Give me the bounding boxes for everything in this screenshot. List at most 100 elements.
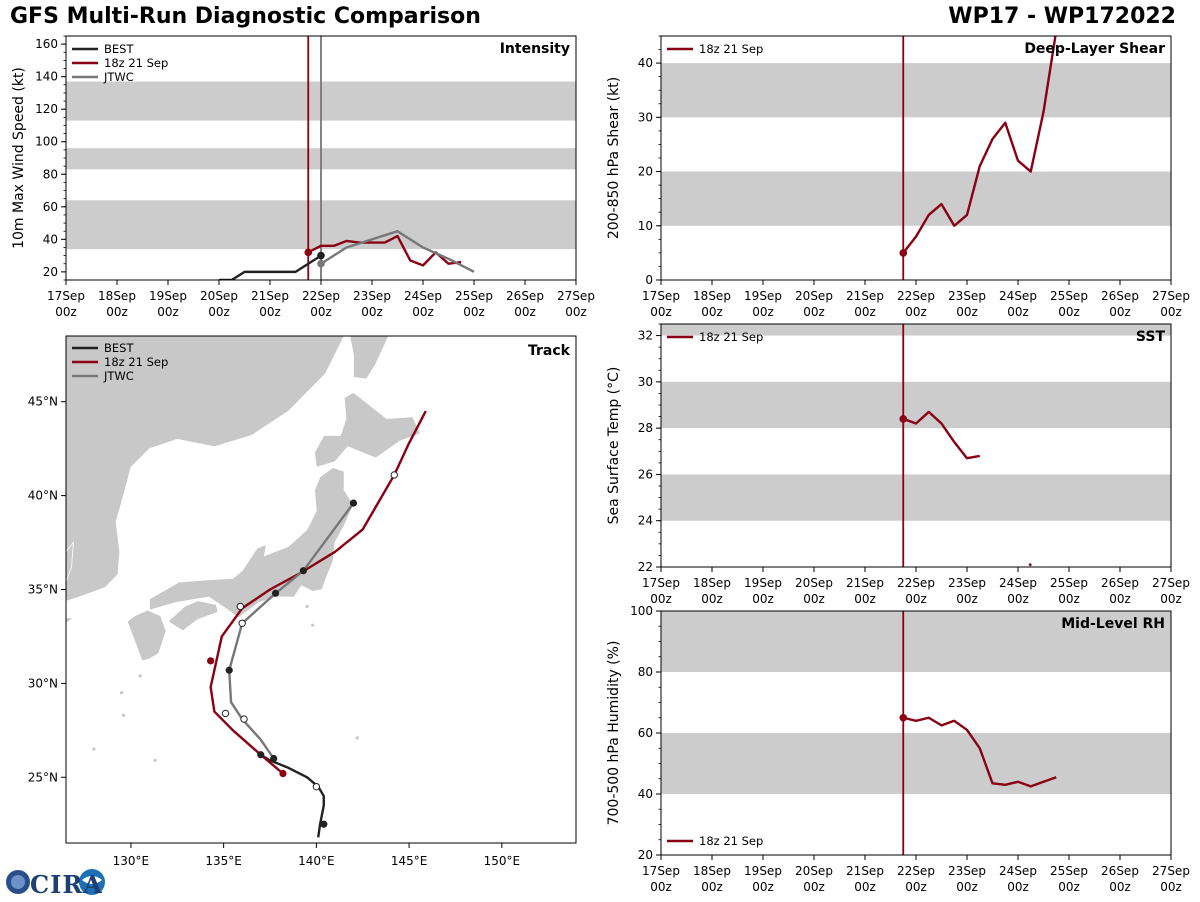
track-point-open <box>238 619 246 627</box>
y-tick-label: 32 <box>638 329 653 343</box>
lat-tick-label: 30°N <box>28 676 58 690</box>
y-axis-label: 700-500 hPa Humidity (%) <box>606 641 622 826</box>
land-mass <box>314 391 421 468</box>
x-tick-day: 19Sep <box>149 289 187 303</box>
category-band <box>661 611 1171 672</box>
x-tick-hour: 00z <box>157 305 179 319</box>
axes-frame <box>660 323 1172 568</box>
y-tick-label: 22 <box>638 560 653 574</box>
land-mass <box>149 466 354 619</box>
y-tick-label: 140 <box>35 70 58 84</box>
track-point-filled <box>257 751 265 759</box>
x-tick-hour: 00z <box>1007 880 1029 894</box>
x-tick-hour: 00z <box>208 305 230 319</box>
panel-track: 130°E 135°E 140°E 145°E 150°E 25°N 30°N 35°N 40°… <box>28 335 577 868</box>
x-tick-hour: 00z <box>803 305 825 319</box>
x-tick-day: 25Sep <box>455 289 493 303</box>
x-tick-day: 27Sep <box>1152 289 1190 303</box>
x-tick-day: 25Sep <box>1050 576 1088 590</box>
track-point-filled <box>279 769 287 778</box>
x-tick-day: 18Sep <box>693 864 731 878</box>
plot-area <box>66 36 576 280</box>
x-tick-day: 26Sep <box>1101 864 1139 878</box>
category-band <box>661 474 1171 521</box>
y-tick-label: 80 <box>43 167 58 181</box>
x-tick-day: 17Sep <box>47 289 85 303</box>
panel-title: SST <box>1136 329 1166 345</box>
legend-label: BEST <box>104 341 134 355</box>
x-tick-day: 17Sep <box>642 289 680 303</box>
panel-rh: 20 40 60 80 100 17Sep 00z 18Sep 00z 19Sep 00z 20Sep… <box>606 604 1190 894</box>
x-tick-day: 23Sep <box>948 864 986 878</box>
legend-label: 18z 21 Sep <box>699 834 763 848</box>
x-tick-hour: 00z <box>361 305 383 319</box>
init-point-best <box>317 251 325 260</box>
x-tick-day: 20Sep <box>795 864 833 878</box>
x-tick-hour: 00z <box>1109 592 1131 606</box>
category-band <box>661 63 1171 118</box>
y-tick-label: 100 <box>630 604 653 618</box>
category-band <box>661 324 1171 336</box>
y-tick-label: 30 <box>638 375 653 389</box>
x-tick-hour: 00z <box>1007 305 1029 319</box>
x-tick-hour: 00z <box>1160 592 1182 606</box>
legend-label: 18z 21 Sep <box>699 42 763 56</box>
legend-label: 18z 21 Sep <box>104 355 168 369</box>
legend-label: JTWC <box>103 369 134 383</box>
x-tick-hour: 00z <box>650 592 672 606</box>
x-tick-day: 21Sep <box>846 289 884 303</box>
storm-id: WP17 - WP172022 <box>948 4 1176 29</box>
panel-sst: 22 24 26 28 30 32 17Sep 00z 18Sep 00z 19Sep 00z 20Se… <box>606 323 1190 606</box>
category-band <box>661 733 1171 794</box>
y-tick-label: 0 <box>645 273 653 287</box>
x-tick-hour: 00z <box>1058 880 1080 894</box>
series-line-jtwc <box>320 229 475 273</box>
x-tick-day: 24Sep <box>404 289 442 303</box>
y-tick-label: 40 <box>43 232 58 246</box>
x-tick-hour: 00z <box>701 305 723 319</box>
series-line-run <box>902 36 1057 254</box>
y-tick-label: 20 <box>638 165 653 179</box>
x-tick-hour: 00z <box>1160 880 1182 894</box>
x-tick-hour: 00z <box>565 305 587 319</box>
lon-tick-label: 145°E <box>391 854 428 868</box>
x-tick-hour: 00z <box>752 305 774 319</box>
x-tick-day: 22Sep <box>302 289 340 303</box>
track-point-open <box>312 782 321 791</box>
legend-label: 18z 21 Sep <box>104 56 168 70</box>
island <box>355 736 359 740</box>
logo-text: CIRA <box>30 870 103 899</box>
cira-globe-icon <box>6 869 105 895</box>
x-tick-hour: 00z <box>259 305 281 319</box>
x-tick-hour: 00z <box>701 880 723 894</box>
x-tick-hour: 00z <box>854 305 876 319</box>
x-tick-hour: 00z <box>55 305 77 319</box>
track-point-open <box>236 602 245 611</box>
y-tick-label: 60 <box>638 726 653 740</box>
x-tick-hour: 00z <box>1109 880 1131 894</box>
x-tick-day: 18Sep <box>98 289 136 303</box>
x-tick-day: 22Sep <box>897 289 935 303</box>
track-point-filled <box>349 499 358 507</box>
map-area <box>66 336 427 838</box>
y-axis-label: Sea Surface Temp (°C) <box>606 367 622 525</box>
track-point-open <box>221 709 230 718</box>
init-point-run <box>304 248 313 257</box>
x-tick-day: 27Sep <box>1152 576 1190 590</box>
track-point-open <box>390 471 398 479</box>
panel-title: Track <box>528 343 571 359</box>
init-point-run <box>899 415 908 423</box>
x-tick-day: 20Sep <box>795 576 833 590</box>
y-tick-label: 120 <box>35 102 58 116</box>
x-tick-day: 24Sep <box>999 289 1037 303</box>
lat-tick-label: 35°N <box>28 583 58 597</box>
init-point-run <box>899 249 908 257</box>
land-mass <box>66 336 345 602</box>
y-tick-label: 26 <box>638 467 653 481</box>
category-band <box>661 171 1171 226</box>
island <box>120 691 124 695</box>
y-tick-label: 20 <box>638 848 653 862</box>
island <box>138 674 142 678</box>
y-tick-label: 80 <box>638 665 653 679</box>
